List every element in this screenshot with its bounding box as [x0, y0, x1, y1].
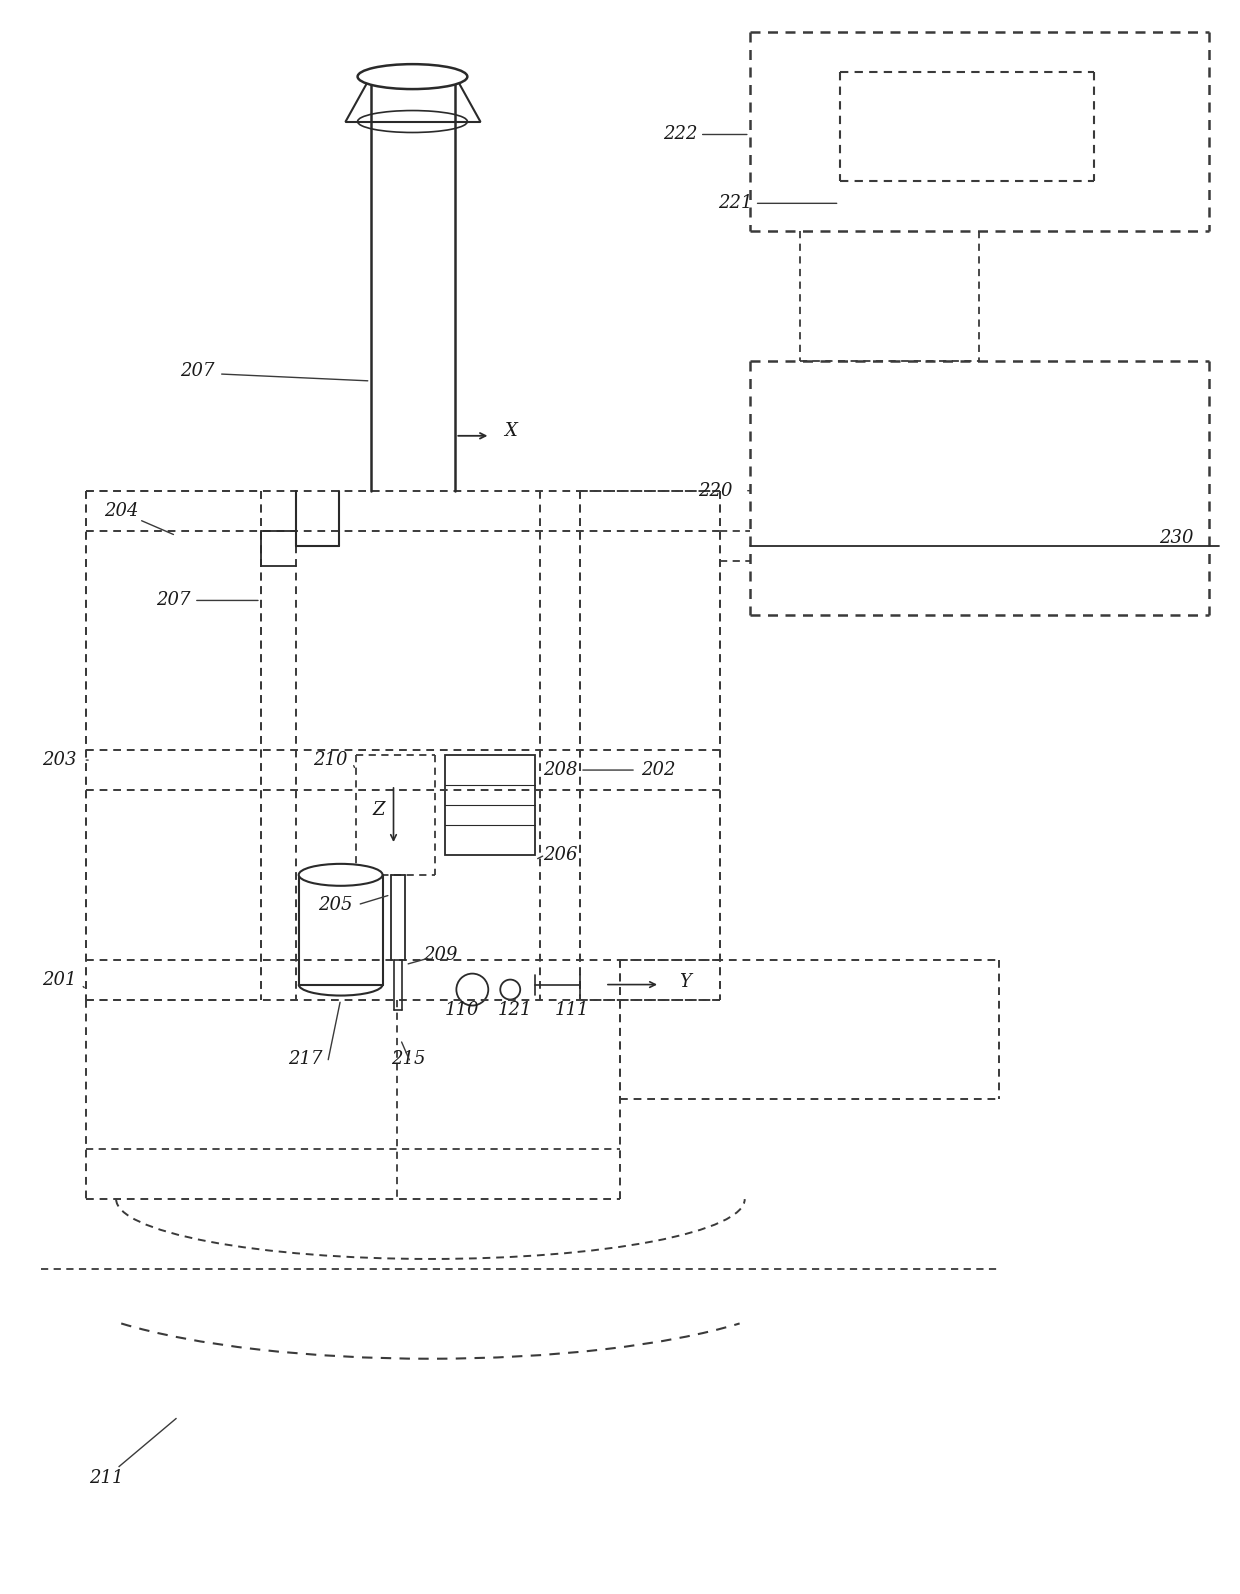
- Text: 206: 206: [543, 846, 578, 864]
- Text: Y: Y: [680, 972, 691, 990]
- Text: 210: 210: [314, 751, 348, 768]
- Text: 221: 221: [718, 194, 753, 212]
- Text: 208: 208: [543, 760, 578, 779]
- Text: X: X: [503, 422, 517, 440]
- Text: 111: 111: [554, 1001, 589, 1019]
- Text: 205: 205: [319, 896, 353, 913]
- Text: 204: 204: [104, 502, 139, 520]
- Bar: [445, 756, 536, 854]
- Text: 215: 215: [392, 1050, 425, 1068]
- Text: 207: 207: [156, 591, 190, 609]
- Text: 207: 207: [180, 362, 215, 379]
- Text: 230: 230: [1159, 529, 1193, 547]
- Ellipse shape: [299, 864, 382, 886]
- Text: 202: 202: [641, 760, 675, 779]
- Text: 220: 220: [698, 481, 733, 499]
- Text: Z: Z: [372, 800, 384, 819]
- Text: 211: 211: [89, 1470, 124, 1487]
- Text: 217: 217: [289, 1050, 322, 1068]
- Ellipse shape: [357, 64, 467, 89]
- Text: 201: 201: [42, 971, 77, 988]
- Text: 110: 110: [445, 1001, 480, 1019]
- Text: 121: 121: [498, 1001, 532, 1019]
- Text: 222: 222: [662, 126, 697, 143]
- Text: 209: 209: [423, 945, 458, 964]
- Text: 203: 203: [42, 751, 77, 768]
